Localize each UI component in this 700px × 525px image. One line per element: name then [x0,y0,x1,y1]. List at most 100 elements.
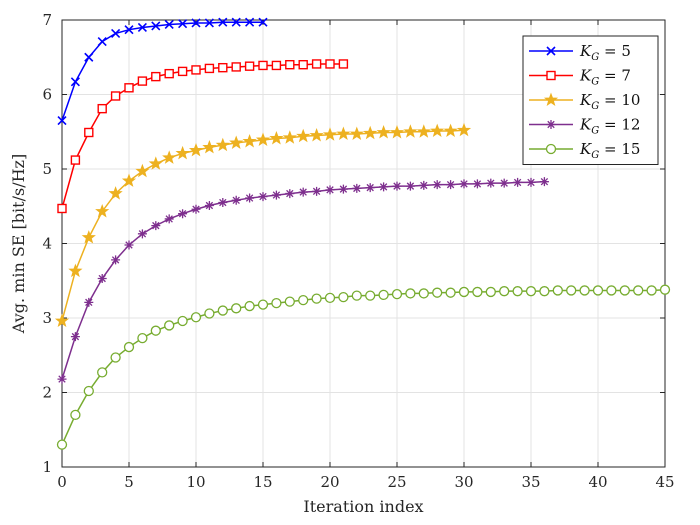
legend-label: KG = 15 [579,140,640,161]
data-point [242,134,257,148]
data-point [298,187,308,197]
data-point [231,195,241,205]
data-point [485,286,496,298]
data-point [229,135,244,149]
data-point [472,179,482,189]
y-tick-label: 5 [42,160,52,178]
series-4 [57,177,549,384]
data-point [592,285,604,296]
y-tick-label: 2 [42,384,52,402]
data-point [311,59,322,69]
data-point [258,192,268,202]
data-point [458,286,470,298]
data-point [151,221,161,231]
data-point [405,181,415,191]
data-point [659,284,671,295]
x-tick-label: 10 [186,473,205,491]
data-point [57,203,67,214]
data-point [215,137,230,152]
data-point [543,92,559,107]
series-2 [57,59,349,214]
data-point [245,17,255,27]
data-point [432,287,443,298]
data-point [218,62,228,73]
data-point [298,60,308,70]
legend-item: KG = 5 [529,42,631,63]
data-point [284,296,295,307]
series-5 [56,284,671,450]
legend-item: KG = 12 [529,116,640,137]
data-point [57,116,67,126]
data-point [378,289,389,301]
data-point [56,439,68,450]
legend-item: KG = 15 [529,140,640,161]
data-point [325,185,335,195]
legend: KG = 5 KG = 7 KG = 10 KG = 12 KG = 15 [522,35,659,165]
y-axis-label: Avg. min SE [bit/s/Hz] [9,154,28,334]
data-point [97,274,107,284]
data-point [57,374,67,384]
data-point [97,103,107,114]
data-point [324,292,336,304]
data-point [499,286,510,297]
data-point [271,297,282,309]
data-point [191,18,201,28]
data-point [325,59,335,69]
data-point [217,305,228,316]
data-point [619,285,630,296]
data-point [379,182,389,192]
x-tick-label: 20 [320,473,339,491]
data-point [81,230,96,244]
data-point [539,177,549,187]
data-point [231,62,241,72]
data-point [162,150,177,164]
data-point [525,286,537,297]
data-point [282,130,297,144]
legend-label: KG = 7 [579,67,631,88]
data-point [231,303,242,314]
data-point [445,287,456,298]
series-line [61,21,263,121]
data-point [526,177,536,187]
data-point [164,214,174,224]
data-point [178,209,188,219]
data-point [365,183,375,193]
data-point [392,181,402,191]
legend-label: KG = 10 [579,91,640,112]
data-point [566,285,577,296]
data-point [296,128,311,143]
data-point [150,325,161,336]
data-point [137,332,148,344]
legend-label: KG = 12 [579,116,640,137]
data-point [512,286,523,297]
data-point [546,70,556,81]
data-point [164,68,174,79]
data-point [389,125,405,139]
data-point [70,409,81,421]
y-tick-label: 4 [42,235,52,253]
data-point [499,178,509,188]
data-point [456,122,472,137]
data-point [97,37,107,47]
data-point [486,178,496,188]
data-point [311,293,322,304]
data-point [121,173,137,187]
data-point [245,193,255,203]
data-point [472,286,483,298]
data-point [54,313,70,327]
data-point [539,286,550,297]
data-point [351,290,362,301]
legend-item: KG = 7 [529,67,631,88]
x-tick-label: 0 [57,473,67,491]
data-point [70,332,80,342]
legend-item: KG = 10 [529,91,640,112]
data-point [204,201,214,211]
x-tick-label: 35 [521,473,540,491]
data-point [177,315,188,327]
data-point [202,139,217,154]
series-group [54,17,671,450]
data-point [606,285,617,296]
data-point [244,300,255,312]
x-axis-label: Iteration index [303,497,423,516]
data-point [546,120,556,129]
